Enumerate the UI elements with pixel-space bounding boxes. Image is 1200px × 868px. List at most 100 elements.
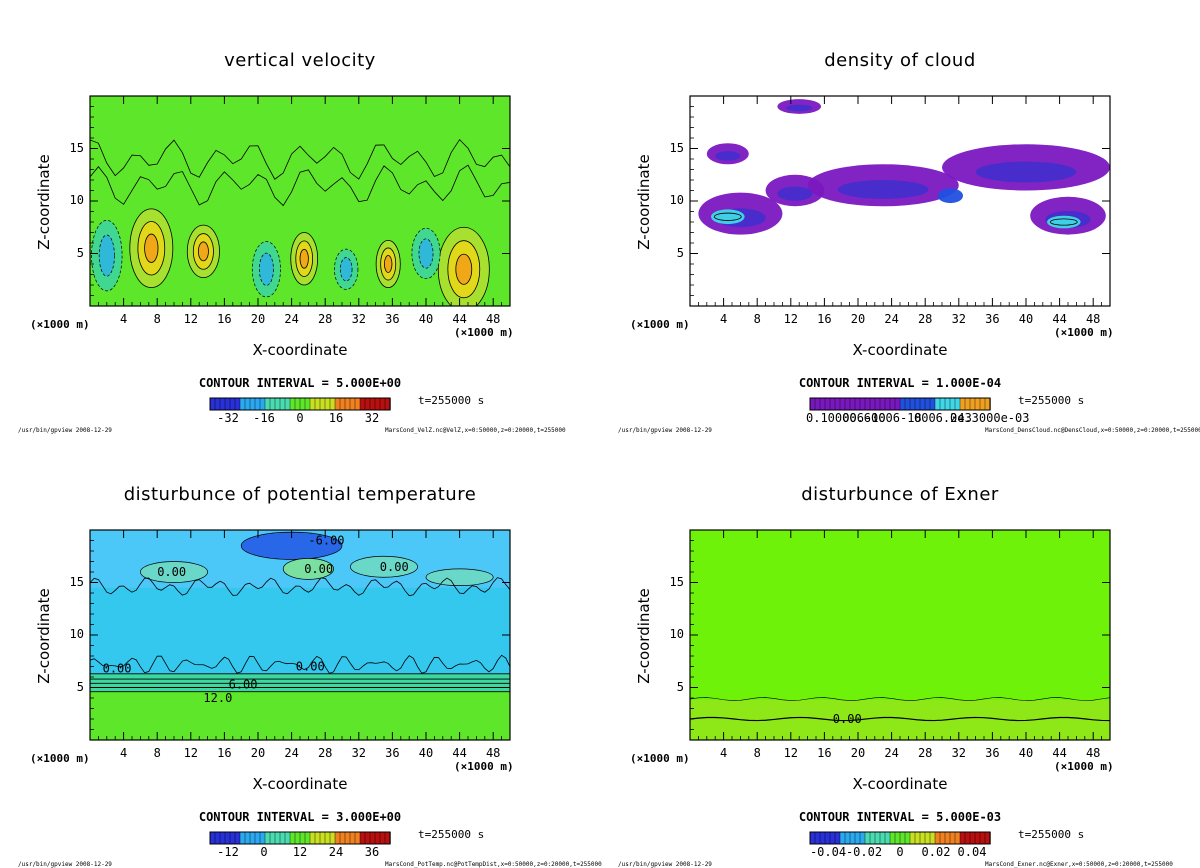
colorbar-cell (859, 397, 866, 411)
contour-line (90, 654, 510, 674)
cloud-region (711, 209, 745, 225)
x-tick-label: 44 (1052, 746, 1067, 760)
x-unit-left: (×1000 m) (30, 318, 90, 331)
x-tick-label: 36 (985, 746, 1000, 760)
cloud-dense-region (786, 104, 813, 112)
contour-negative-core (339, 257, 353, 282)
y-tick-label: 5 (676, 679, 684, 694)
footer-left: /usr/bin/gpview 2008-12-29 (18, 861, 112, 868)
contour-label: 0.00 (304, 562, 333, 576)
x-axis-label: X-coordinate (252, 341, 348, 359)
colorbar-tick-label: 0.02 (921, 845, 951, 859)
temperature-anomaly (350, 555, 418, 578)
colorbar-cell (239, 831, 246, 845)
x-tick-label: 4 (119, 312, 128, 326)
contour-label: 0.00 (157, 565, 186, 579)
colorbar-cell (264, 397, 271, 411)
colorbar-cell (974, 831, 981, 845)
chart-svg: 0.00 (689, 529, 1111, 845)
colorbar-cell (824, 831, 831, 845)
y-axis-label: Z-coordinate (35, 588, 53, 684)
colorbar-cell (249, 397, 256, 411)
chart-svg (89, 95, 511, 411)
colorbar-cell (244, 831, 251, 845)
cloud-region (1047, 215, 1081, 229)
chart-panel-3: disturbunce of potential temperature -6.0… (0, 434, 602, 868)
colorbar-tick-label: 0 (296, 411, 304, 425)
cloud-region (937, 188, 963, 204)
colorbar-cell (934, 397, 941, 411)
colorbar-cell (254, 831, 261, 845)
colorbar-cell (364, 397, 371, 411)
colorbar-cell (374, 831, 381, 845)
colorbar-cell (889, 397, 896, 411)
colorbar-cell (814, 831, 821, 845)
contour-positive-core (455, 253, 473, 285)
x-tick-label: 16 (217, 746, 232, 760)
colorbar-cell (849, 831, 856, 845)
colorbar-cell (224, 831, 231, 845)
x-tick-label: 28 (317, 746, 333, 760)
contour-interval: CONTOUR INTERVAL = 5.000E-03 (798, 810, 1002, 824)
colorbar-tick-label: 0e.3000e-03 (950, 411, 1030, 425)
colorbar-cell (874, 397, 881, 411)
x-tick-label: 32 (351, 312, 367, 326)
x-tick-label: 32 (351, 746, 367, 760)
colorbar-cell (369, 831, 376, 845)
x-unit-right: (×1000 m) (454, 326, 514, 339)
cloud-contour (1049, 218, 1078, 226)
colorbar-cell (899, 831, 906, 845)
x-tick-label: 24 (284, 312, 299, 326)
colorbar-cell (824, 397, 831, 411)
colorbar-cell (939, 397, 946, 411)
contour-label: 12.0 (203, 691, 232, 705)
x-tick-label: 32 (951, 312, 967, 326)
temperature-anomaly (282, 558, 334, 580)
colorbar-cell (289, 397, 296, 411)
x-tick-label: 36 (385, 746, 400, 760)
x-axis-label: X-coordinate (252, 775, 348, 793)
contour-label: 0.00 (103, 662, 132, 676)
y-axis-label: Z-coordinate (35, 154, 53, 250)
colorbar-cell (259, 831, 266, 845)
colorbar-tick-label: 0006.243 (914, 411, 972, 425)
x-tick-label: 4 (719, 746, 728, 760)
colorbar-tick-label: 24 (328, 845, 344, 859)
colorbar-cell (234, 831, 241, 845)
colorbar-cell (294, 397, 301, 411)
colorbar-tick-label: -16 (253, 411, 275, 425)
x-tick-label: 4 (119, 746, 128, 760)
x-tick-label: 28 (917, 746, 933, 760)
colorbar-cell (319, 831, 326, 845)
colorbar-cell (309, 831, 316, 845)
colorbar-cell (889, 831, 896, 845)
colorbar-cell (829, 831, 836, 845)
colorbar-cell (854, 397, 861, 411)
x-tick-label: 8 (753, 746, 761, 760)
colorbar-tick-label: -12 (217, 845, 239, 859)
cloud-contour (713, 212, 742, 221)
colorbar-cell (959, 397, 966, 411)
colorbar-cell (209, 397, 216, 411)
colorbar-tick-label: 0.04 (957, 845, 987, 859)
colorbar-cell (879, 831, 886, 845)
colorbar-cell (854, 831, 861, 845)
y-tick-label: 10 (69, 627, 84, 641)
x-tick-label: 40 (418, 746, 434, 760)
colorbar-cell (934, 831, 941, 845)
colorbar-cell (834, 397, 841, 411)
y-tick-label: 5 (76, 245, 84, 260)
chart-panel-4: disturbunce of Exner 0.00 4 8 12 16 20 24 28 32 36… (600, 434, 1200, 868)
colorbar-cell (929, 831, 936, 845)
contour-line (690, 697, 1110, 701)
x-tick-label: 48 (1085, 312, 1101, 326)
colorbar-cell (914, 831, 921, 845)
y-tick-label: 15 (669, 574, 684, 589)
colorbar-cell (969, 397, 976, 411)
colorbar-cell (264, 831, 271, 845)
x-tick-label: 24 (284, 746, 299, 760)
x-unit-right: (×1000 m) (1054, 760, 1114, 773)
colorbar-cell (339, 397, 346, 411)
colorbar-cell (964, 831, 971, 845)
